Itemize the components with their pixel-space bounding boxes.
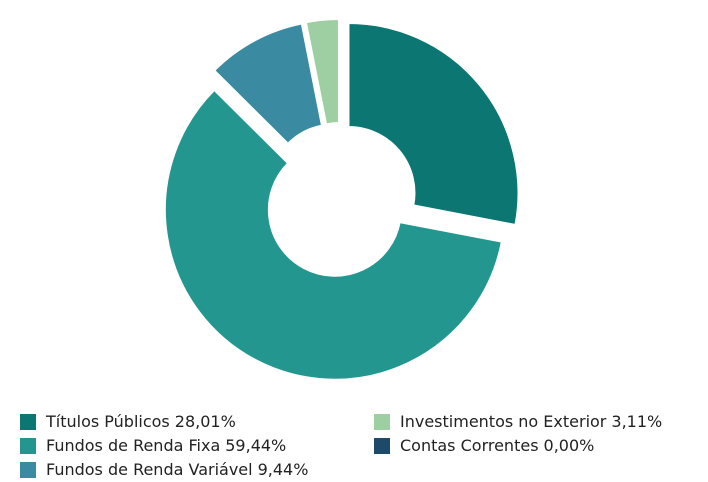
slice	[212, 22, 324, 146]
legend-value: 3,11%	[611, 412, 662, 431]
legend-value: 59,44%	[225, 436, 286, 455]
legend-label: Títulos Públicos 28,01%	[45, 412, 236, 431]
legend-value: 0,00%	[544, 436, 595, 455]
slice	[163, 88, 504, 381]
legend-label: Fundos de Renda Fixa 59,44%	[46, 436, 286, 455]
legend-name: Contas Correntes	[400, 436, 539, 455]
legend-value: 28,01%	[175, 412, 236, 431]
slice	[347, 21, 520, 227]
slice	[304, 18, 340, 126]
legend-name: Investimentos no Exterior	[400, 412, 607, 431]
legend-label: Fundos de Renda Variável 9,44%	[46, 460, 308, 479]
legend-swatch	[20, 438, 36, 454]
legend-swatch	[20, 414, 36, 430]
legend-swatch	[20, 462, 36, 478]
legend-label: Contas Correntes 0,00%	[400, 436, 594, 455]
legend-value: 9,44%	[258, 460, 309, 479]
legend-name: Fundos de Renda Fixa	[46, 436, 220, 455]
legend-name: Títulos Públicos	[45, 412, 170, 431]
legend-label: Investimentos no Exterior 3,11%	[400, 412, 662, 431]
legend-swatch	[374, 438, 390, 454]
legend-swatch	[374, 414, 390, 430]
legend-name: Fundos de Renda Variável	[46, 460, 253, 479]
